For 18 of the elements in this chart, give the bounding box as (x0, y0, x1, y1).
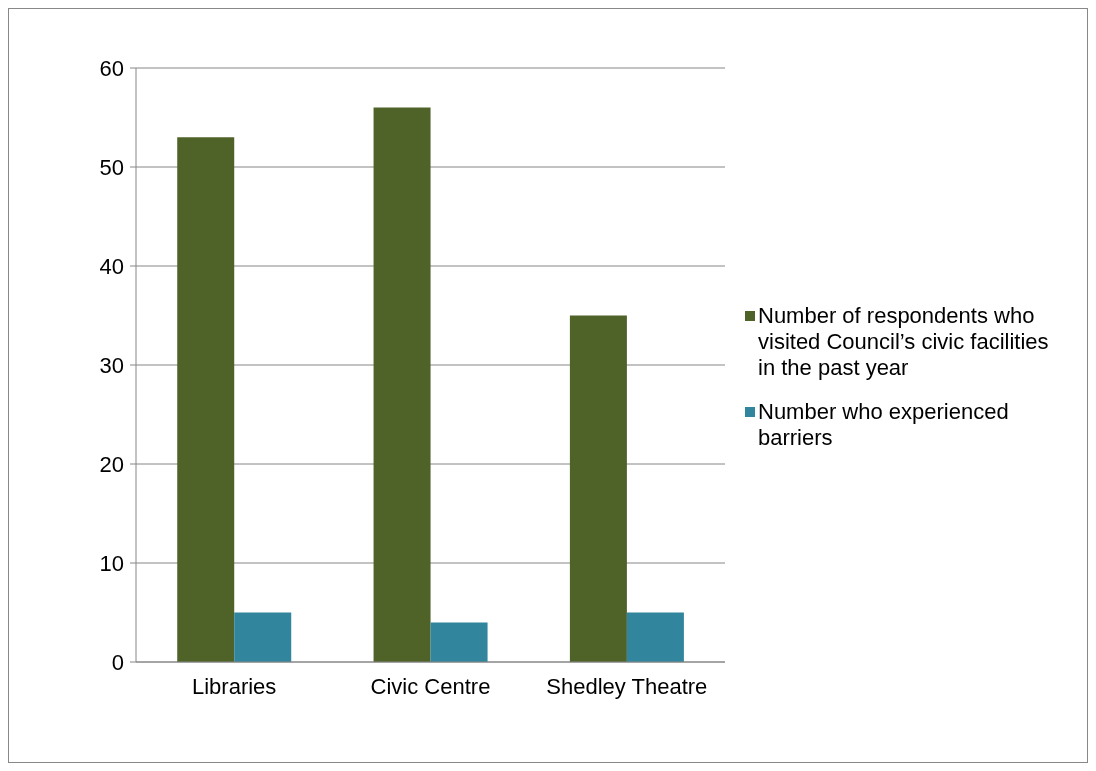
y-tick-label: 0 (111, 649, 124, 675)
y-tick-label: 40 (99, 253, 124, 279)
y-tick-label: 60 (99, 55, 124, 81)
bar (373, 107, 431, 662)
legend-label: Number of respondents who visited Council’s civic facilities in the past year (758, 302, 1050, 381)
y-tick-label: 20 (99, 451, 124, 477)
y-tick-label: 30 (99, 352, 124, 378)
y-tick-label: 50 (99, 154, 124, 180)
bar (626, 612, 684, 662)
bar (234, 612, 292, 662)
bar (569, 315, 627, 662)
legend-label: Number who experienced barriers (758, 398, 1010, 451)
bar (430, 622, 488, 662)
bar (177, 137, 235, 662)
x-tick-label: Civic Centre (370, 673, 491, 699)
x-tick-label: Shedley Theatre (546, 673, 708, 699)
y-tick-label: 10 (99, 550, 124, 576)
x-tick-label: Libraries (191, 673, 277, 699)
